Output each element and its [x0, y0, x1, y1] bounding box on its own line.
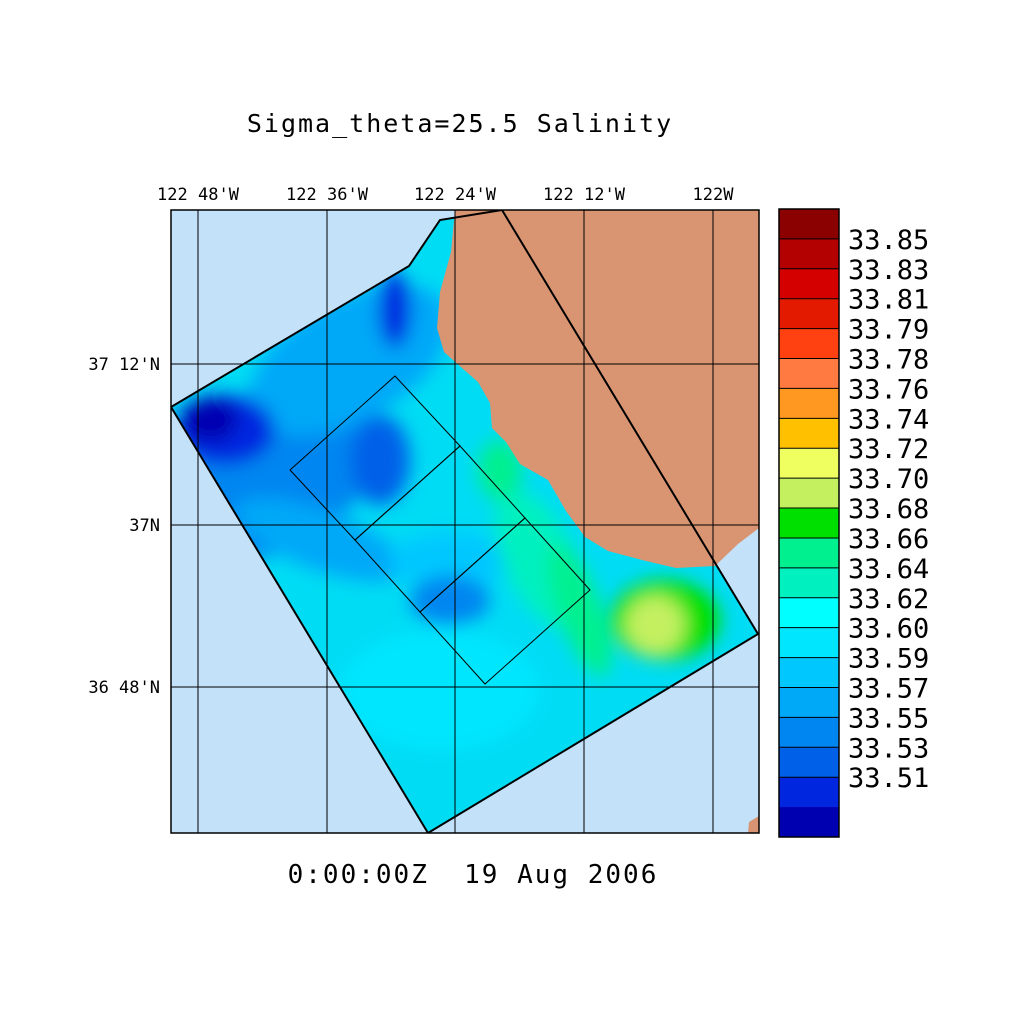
- lat-tick-labels: 37 12'N 37N 36 48'N: [88, 355, 160, 698]
- plot-frame: [170, 209, 760, 834]
- domain-outline: [171, 210, 759, 833]
- colorbar-band: [779, 597, 839, 629]
- lon-tick-label: 122W: [693, 185, 735, 205]
- colorbar-label: 33.60: [848, 614, 929, 645]
- lon-tick-label: 122 48'W: [157, 185, 240, 205]
- colorbar-band: [779, 567, 839, 599]
- colorbar-label: 33.70: [848, 464, 929, 495]
- colorbar-label: 33.76: [848, 374, 929, 405]
- colorbar-label: 33.55: [848, 703, 929, 734]
- colorbar-label: 33.66: [848, 524, 929, 555]
- colorbar-band: [779, 747, 839, 778]
- plot-area: [171, 210, 759, 833]
- lon-tick-label: 122 12'W: [543, 185, 626, 205]
- colorbar-label: 33.74: [848, 404, 929, 435]
- colorbar-label: 33.57: [848, 673, 929, 704]
- colorbar-band: [779, 537, 839, 569]
- colorbar-band: [779, 298, 839, 330]
- colorbar-band: [779, 777, 839, 808]
- colorbar-label: 33.68: [848, 494, 929, 525]
- lat-tick-label: 36 48'N: [88, 678, 160, 698]
- land: [437, 210, 759, 568]
- colorbar-label: 33.78: [848, 345, 929, 376]
- colorbar-band: [779, 448, 839, 479]
- colorbar-frame: [778, 208, 840, 838]
- timestamp: 0:00:00Z 19 Aug 2006: [288, 860, 659, 890]
- chart-title: Sigma_theta=25.5 Salinity: [247, 109, 673, 138]
- colorbar-label: 33.79: [848, 315, 929, 346]
- lon-tick-label: 122 24'W: [414, 185, 497, 205]
- colorbar-band: [779, 717, 839, 748]
- lat-tick-label: 37 12'N: [88, 355, 160, 375]
- colorbar-label: 33.83: [848, 255, 929, 286]
- gridlines: [171, 210, 759, 833]
- colorbar-band: [779, 657, 839, 688]
- colorbar-band: [779, 328, 839, 360]
- colorbar-band: [779, 238, 839, 270]
- lon-tick-labels: 122 48'W 122 36'W 122 24'W 122 12'W 122W: [157, 185, 734, 205]
- colorbar-band: [779, 209, 839, 240]
- colorbar-band: [779, 478, 839, 509]
- colorbar-band: [779, 418, 839, 449]
- colorbar-label: 33.85: [848, 225, 929, 256]
- colorbar-label: 33.64: [848, 554, 929, 585]
- colorbar-bands: [779, 209, 839, 838]
- colorbar: 33.8533.8333.8133.7933.7833.7633.7433.72…: [778, 208, 929, 838]
- colorbar-label: 33.81: [848, 285, 929, 316]
- colorbar-band: [779, 508, 839, 539]
- colorbar-band: [779, 807, 839, 838]
- colorbar-label: 33.53: [848, 733, 929, 764]
- colorbar-label: 33.62: [848, 584, 929, 615]
- colorbar-band: [779, 388, 839, 419]
- land-islet: [748, 816, 759, 833]
- survey-boxes: [289, 375, 591, 685]
- colorbar-band: [779, 627, 839, 659]
- colorbar-band: [779, 268, 839, 300]
- colorbar-labels: 33.8533.8333.8133.7933.7833.7633.7433.72…: [779, 225, 929, 794]
- colorbar-label: 33.59: [848, 644, 929, 675]
- colorbar-band: [779, 358, 839, 389]
- lon-tick-label: 122 36'W: [286, 185, 369, 205]
- colorbar-band: [779, 687, 839, 718]
- colorbar-label: 33.51: [848, 763, 929, 794]
- colorbar-label: 33.72: [848, 434, 929, 465]
- lat-tick-label: 37N: [129, 516, 160, 536]
